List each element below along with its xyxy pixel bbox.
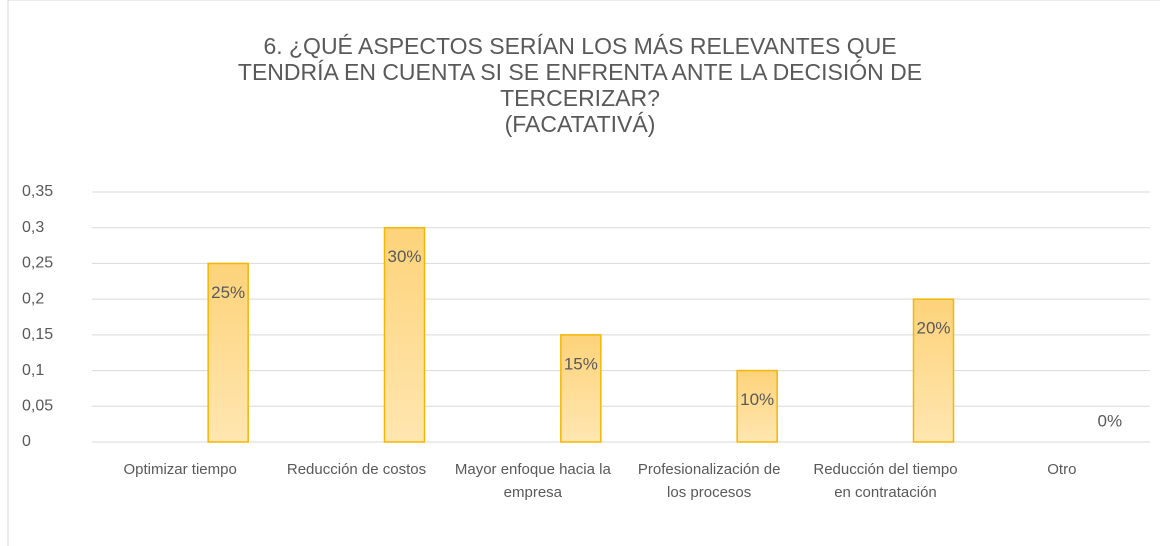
bar (560, 334, 602, 443)
chart-subtitle: (FACATATIVÁ) (505, 111, 656, 137)
data-label: 30% (387, 247, 421, 266)
y-tick-label: 0 (22, 433, 31, 450)
data-label: 10% (740, 390, 774, 409)
y-tick-label: 0,15 (22, 326, 53, 343)
chart-title: 6. ¿QUÉ ASPECTOS SERÍAN LOS MÁS RELEVANT… (263, 33, 896, 59)
bar (912, 298, 955, 443)
x-tick-label: Profesionalización de los procesos (637, 461, 781, 501)
chart-title: TERCERIZAR? (500, 85, 660, 111)
x-tick-label: Mayor enfoque hacia la empresa (454, 461, 611, 501)
y-tick-label: 0,3 (22, 219, 44, 236)
x-tick-label: Reducción del tiempo en contratación (813, 461, 958, 501)
x-tick-label: Otro (1047, 461, 1077, 478)
y-tick-label: 0,1 (22, 362, 44, 379)
bar (383, 226, 426, 443)
x-tick-label: Optimizar tiempo (123, 461, 237, 478)
data-label: 15% (564, 354, 598, 373)
chart-frame (7, 0, 1160, 546)
data-label: 0% (1098, 411, 1123, 430)
bar (736, 369, 778, 443)
x-tick-label: Reducción de costos (286, 461, 427, 478)
y-tick-label: 0,25 (22, 255, 53, 272)
y-tick-label: 0,2 (22, 290, 44, 307)
data-label: 20% (916, 319, 950, 338)
chart-title: TENDRÍA EN CUENTA SI SE ENFRENTA ANTE LA… (238, 59, 922, 85)
bar (207, 262, 249, 443)
y-tick-label: 0,35 (22, 183, 53, 200)
y-tick-label: 0,05 (22, 398, 53, 415)
data-label: 25% (211, 283, 245, 302)
